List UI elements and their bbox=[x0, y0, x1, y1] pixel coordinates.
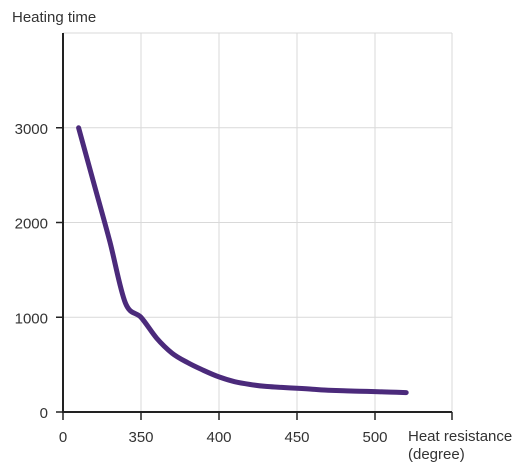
y-tick-label: 0 bbox=[40, 405, 48, 422]
grid-lines bbox=[63, 32, 453, 412]
tick-labels: 0 350 400 450 500 0 1000 2000 3000 bbox=[15, 121, 388, 446]
x-tick-label: 450 bbox=[284, 429, 309, 446]
y-axis-label: Heating time bbox=[12, 9, 96, 26]
x-tick-label: 0 bbox=[59, 429, 67, 446]
x-tick-label: 500 bbox=[362, 429, 387, 446]
x-tick-label: 400 bbox=[206, 429, 231, 446]
series-line bbox=[76, 125, 409, 396]
y-tick-label: 2000 bbox=[15, 216, 48, 233]
x-tick-label: 350 bbox=[128, 429, 153, 446]
axes bbox=[56, 33, 453, 420]
x-axis-label-line1: Heat resistance bbox=[408, 428, 512, 445]
y-tick-label: 3000 bbox=[15, 121, 48, 138]
y-tick-label: 1000 bbox=[15, 310, 48, 327]
x-axis-label-line2: (degree) bbox=[408, 446, 465, 463]
